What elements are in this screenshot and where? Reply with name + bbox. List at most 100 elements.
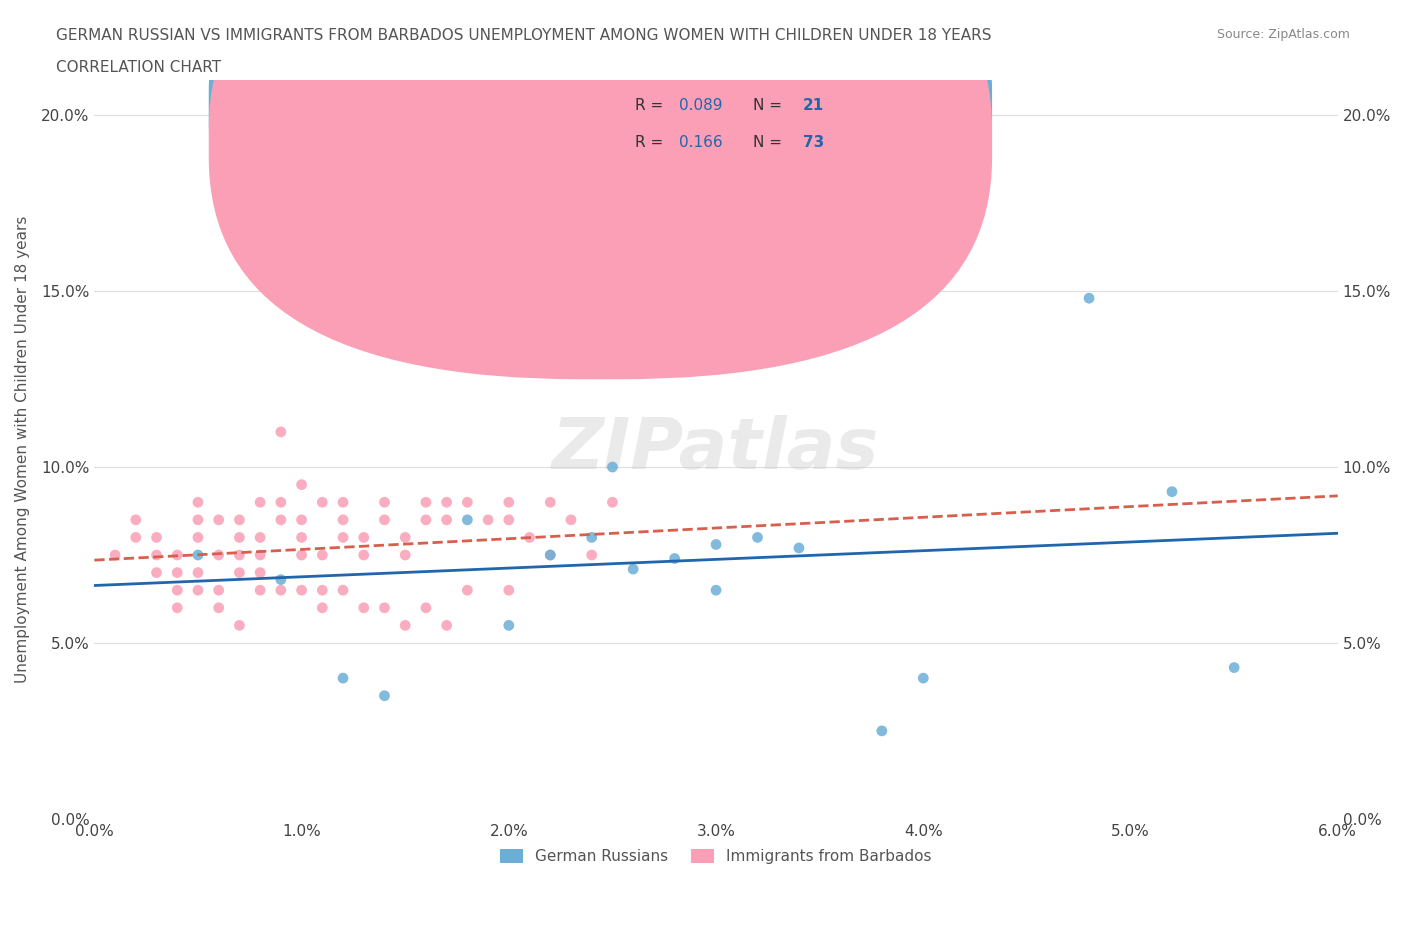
- Point: [373, 495, 395, 510]
- Point: [125, 512, 148, 527]
- Point: [270, 512, 292, 527]
- Point: [228, 548, 250, 563]
- Text: 0.166: 0.166: [679, 136, 723, 151]
- Point: [290, 583, 312, 598]
- Point: [187, 495, 209, 510]
- Point: [228, 512, 250, 527]
- Point: [290, 530, 312, 545]
- Point: [353, 601, 375, 616]
- Text: 73: 73: [803, 136, 824, 151]
- Point: [664, 551, 686, 566]
- Point: [456, 495, 478, 510]
- Point: [498, 583, 520, 598]
- FancyBboxPatch shape: [554, 73, 928, 176]
- Legend: German Russians, Immigrants from Barbados: German Russians, Immigrants from Barbado…: [494, 843, 938, 870]
- Point: [373, 601, 395, 616]
- Point: [311, 601, 333, 616]
- Point: [332, 671, 354, 685]
- Point: [249, 495, 271, 510]
- Point: [456, 583, 478, 598]
- Point: [166, 548, 188, 563]
- Text: 0.089: 0.089: [679, 99, 723, 113]
- Point: [498, 495, 520, 510]
- Point: [104, 548, 127, 563]
- Point: [538, 495, 561, 510]
- Point: [456, 512, 478, 527]
- Point: [436, 495, 458, 510]
- Text: GERMAN RUSSIAN VS IMMIGRANTS FROM BARBADOS UNEMPLOYMENT AMONG WOMEN WITH CHILDRE: GERMAN RUSSIAN VS IMMIGRANTS FROM BARBAD…: [56, 28, 991, 43]
- Text: ZIPatlas: ZIPatlas: [553, 415, 880, 484]
- Point: [519, 530, 541, 545]
- Point: [249, 530, 271, 545]
- Y-axis label: Unemployment Among Women with Children Under 18 years: Unemployment Among Women with Children U…: [15, 216, 30, 684]
- Point: [187, 512, 209, 527]
- Text: R =: R =: [636, 136, 668, 151]
- Point: [228, 618, 250, 632]
- Point: [436, 618, 458, 632]
- Point: [602, 459, 624, 474]
- Point: [394, 618, 416, 632]
- Point: [373, 688, 395, 703]
- Point: [311, 495, 333, 510]
- Point: [166, 565, 188, 580]
- Point: [270, 572, 292, 587]
- Text: 21: 21: [803, 99, 824, 113]
- Point: [249, 583, 271, 598]
- Point: [415, 601, 437, 616]
- Point: [145, 548, 167, 563]
- Point: [270, 424, 292, 439]
- Point: [581, 548, 603, 563]
- Point: [228, 530, 250, 545]
- Point: [436, 512, 458, 527]
- Point: [290, 512, 312, 527]
- Point: [311, 548, 333, 563]
- Point: [415, 495, 437, 510]
- Point: [166, 601, 188, 616]
- Point: [187, 530, 209, 545]
- Point: [145, 530, 167, 545]
- Text: Source: ZipAtlas.com: Source: ZipAtlas.com: [1216, 28, 1350, 41]
- Point: [353, 548, 375, 563]
- Point: [394, 548, 416, 563]
- Point: [187, 548, 209, 563]
- Point: [332, 583, 354, 598]
- Point: [1161, 485, 1184, 499]
- Point: [498, 618, 520, 632]
- Point: [208, 601, 231, 616]
- Point: [311, 583, 333, 598]
- Point: [145, 565, 167, 580]
- Point: [373, 512, 395, 527]
- Point: [353, 530, 375, 545]
- Point: [125, 530, 148, 545]
- Text: N =: N =: [754, 99, 787, 113]
- Point: [870, 724, 893, 738]
- Point: [208, 548, 231, 563]
- Point: [394, 530, 416, 545]
- Point: [1078, 291, 1101, 306]
- Point: [498, 512, 520, 527]
- Point: [415, 512, 437, 527]
- Point: [332, 495, 354, 510]
- Point: [787, 540, 810, 555]
- Text: N =: N =: [754, 136, 787, 151]
- Point: [249, 548, 271, 563]
- Point: [747, 530, 769, 545]
- Point: [581, 530, 603, 545]
- Point: [621, 562, 644, 577]
- Point: [187, 565, 209, 580]
- Point: [602, 495, 624, 510]
- Point: [477, 512, 499, 527]
- Point: [560, 512, 582, 527]
- Point: [332, 512, 354, 527]
- Point: [704, 537, 727, 551]
- Point: [290, 548, 312, 563]
- Text: R =: R =: [636, 99, 668, 113]
- Point: [208, 583, 231, 598]
- FancyBboxPatch shape: [208, 0, 993, 342]
- FancyBboxPatch shape: [208, 0, 993, 379]
- Point: [270, 583, 292, 598]
- Point: [538, 548, 561, 563]
- Point: [166, 583, 188, 598]
- Point: [1223, 660, 1246, 675]
- Point: [332, 530, 354, 545]
